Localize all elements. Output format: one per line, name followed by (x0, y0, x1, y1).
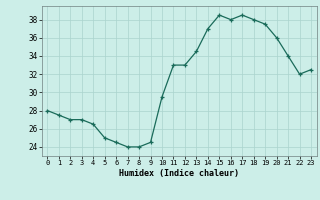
X-axis label: Humidex (Indice chaleur): Humidex (Indice chaleur) (119, 169, 239, 178)
